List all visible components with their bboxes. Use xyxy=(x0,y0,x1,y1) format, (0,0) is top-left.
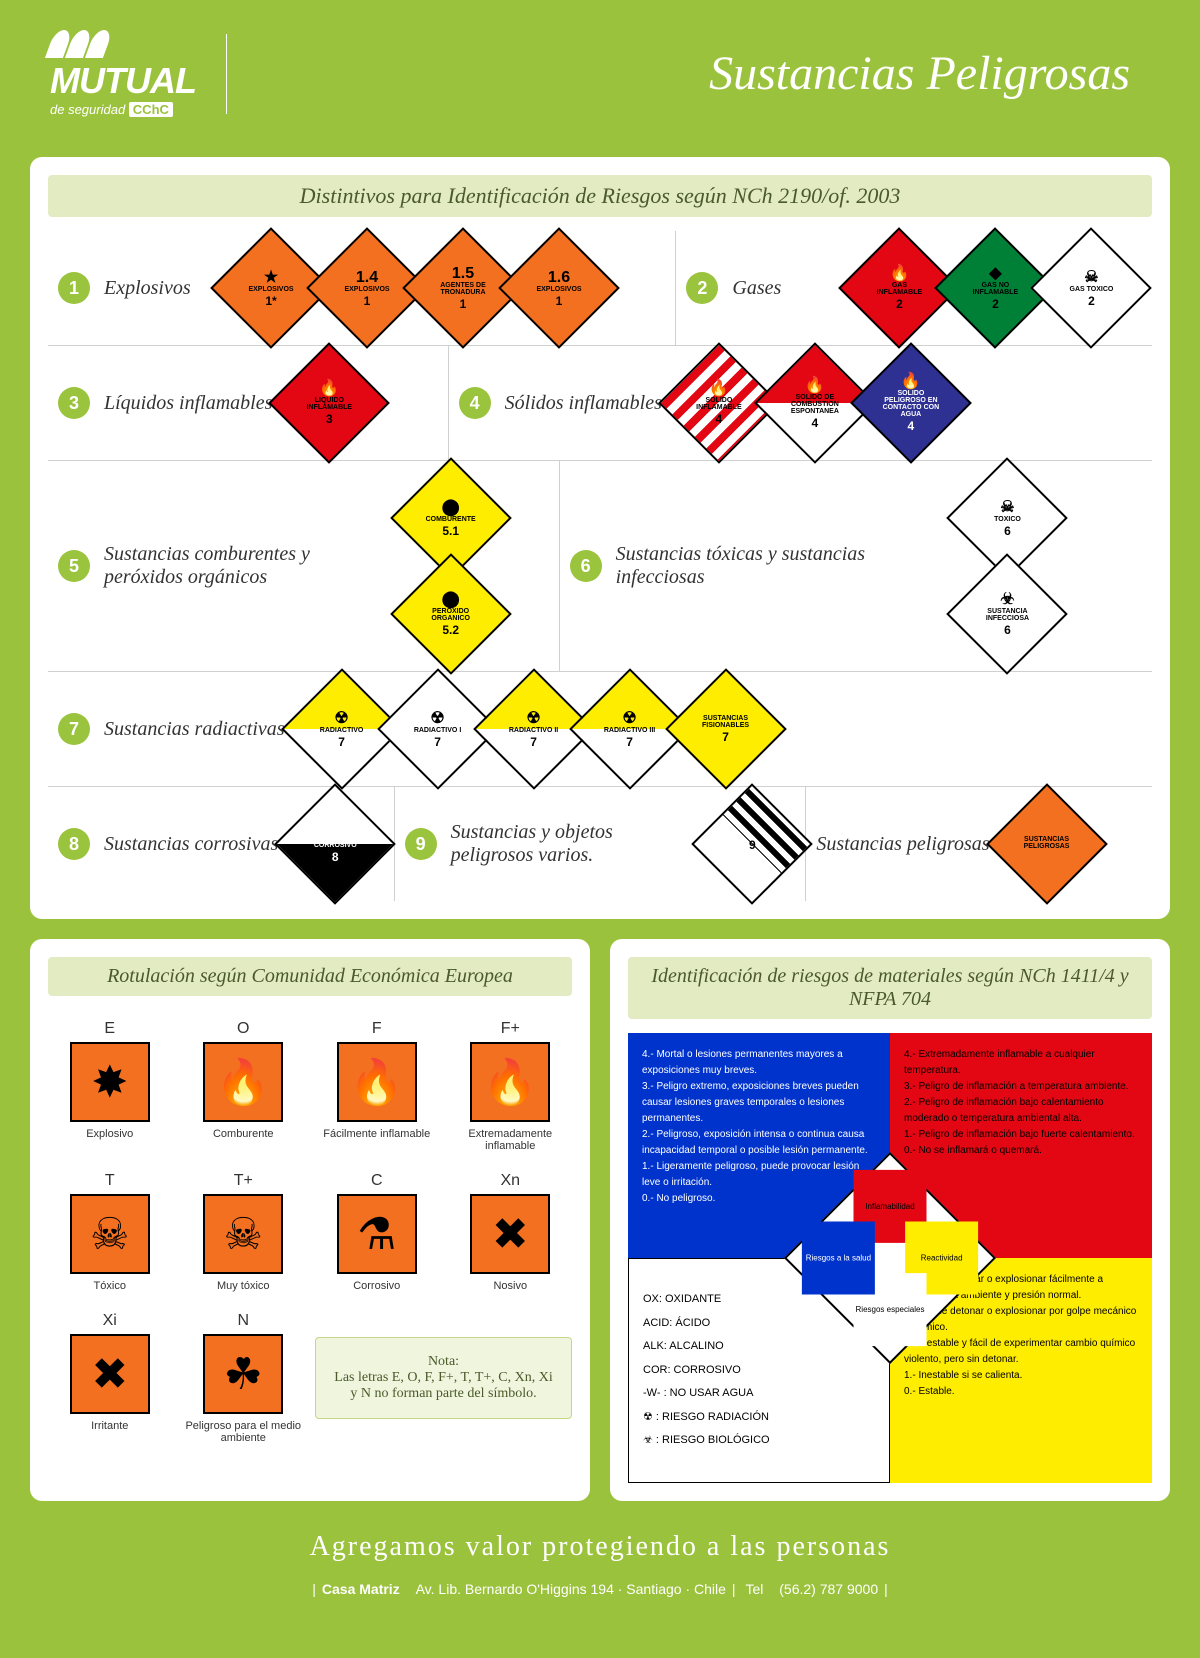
brand-name: MUTUAL xyxy=(50,60,196,102)
class-label: Sustancias y objetos peligrosos varios. xyxy=(451,821,696,867)
footer-address: Av. Lib. Bernardo O'Higgins 194 · Santia… xyxy=(410,1581,732,1597)
nfpa-center-health: Riesgos a la salud xyxy=(802,1222,875,1295)
nfpa-diagram: 4.- Mortal o lesiones permanentes mayore… xyxy=(628,1033,1152,1483)
class-cell: 5 Sustancias comburentes y peróxidos orgá… xyxy=(48,461,559,671)
header-divider xyxy=(226,34,227,114)
classes-grid: 1Explosivos★EXPLOSIVOS1*1.4EXPLOSIVOS11.… xyxy=(48,231,1152,901)
class-number-badge: 9 xyxy=(405,828,437,860)
hazard-placard: SUSTANCIAS PELIGROSAS xyxy=(1004,801,1090,887)
hazard-placard: ☢RADIACTIVO II7 xyxy=(491,686,577,772)
eu-symbol-item: O🔥Comburente xyxy=(182,1020,306,1152)
classes-panel: Distintivos para Identificación de Riesg… xyxy=(30,157,1170,919)
nfpa-panel: Identificación de riesgos de materiales … xyxy=(610,939,1170,1501)
eu-symbol-item: F🔥Fácilmente inflamable xyxy=(315,1020,439,1152)
tagline: Agregamos valor protegiendo a las person… xyxy=(0,1531,1200,1563)
class-cell: Sustancias peligrosas SUSTANCIAS PELIGROS… xyxy=(805,787,1152,901)
eu-symbol-item: F+🔥Extremadamente inflamable xyxy=(449,1020,573,1152)
class-label: Sustancias peligrosas xyxy=(816,833,989,856)
hazard-placard: 🔥LIQUIDO INFLAMABLE3 xyxy=(286,360,372,446)
hazard-placard: 🔥SOLIDO INFLAMABLE4 xyxy=(676,360,762,446)
hazard-placard: ★EXPLOSIVOS1* xyxy=(228,245,314,331)
page-title: Sustancias Peligrosas xyxy=(257,46,1150,101)
hazard-placard: 1.6EXPLOSIVOS1 xyxy=(516,245,602,331)
footer-tel-label: Tel xyxy=(739,1581,769,1597)
class-number-badge: 7 xyxy=(58,713,90,745)
hazard-placard: ☢RADIACTIVO III7 xyxy=(587,686,673,772)
hazard-placard: 1.5AGENTES DE TRONADURA1 xyxy=(420,245,506,331)
hazard-placard: ⚗CORROSIVO8 xyxy=(292,801,378,887)
logo: MUTUAL de seguridad CChC xyxy=(50,30,196,117)
eu-symbol-item: Xi✖Irritante xyxy=(48,1312,172,1444)
footer-label: Casa Matriz xyxy=(316,1581,406,1597)
hazard-placard: ☣SUSTANCIA INFECCIOSA6 xyxy=(964,571,1050,657)
nfpa-header: Identificación de riesgos de materiales … xyxy=(628,957,1152,1019)
hazard-placard: ⬤PEROXIDO ORGANICO5.2 xyxy=(408,571,494,657)
class-label: Sólidos inflamables xyxy=(505,392,662,415)
class-cell: 1Explosivos★EXPLOSIVOS1*1.4EXPLOSIVOS11.… xyxy=(48,231,675,345)
hazard-placard: ☢RADIACTIVO I7 xyxy=(395,686,481,772)
class-cell: 8 Sustancias corrosivas ⚗CORROSIVO8 xyxy=(48,787,394,901)
eu-symbol-item: N☘Peligroso para el medio ambiente xyxy=(182,1312,306,1444)
footer: |Casa Matriz Av. Lib. Bernardo O'Higgins… xyxy=(0,1581,1200,1597)
class-label: Sustancias tóxicas y sustancias infeccio… xyxy=(616,543,951,589)
eu-symbol-item: T+☠Muy tóxico xyxy=(182,1172,306,1292)
eu-note: Nota:Las letras E, O, F, F+, T, T+, C, X… xyxy=(315,1337,572,1419)
hazard-placard: 1.4EXPLOSIVOS1 xyxy=(324,245,410,331)
hazard-placard: 9 xyxy=(709,801,795,887)
class-number-badge: 3 xyxy=(58,387,90,419)
hazard-placard: ☢RADIACTIVO7 xyxy=(299,686,385,772)
class-label: Sustancias corrosivas xyxy=(104,833,278,856)
class-label: Líquidos inflamables xyxy=(104,392,272,415)
eu-grid: E✸ExplosivoO🔥ComburenteF🔥Fácilmente infl… xyxy=(48,1010,572,1454)
hazard-placard: ☠TOXICO6 xyxy=(964,475,1050,561)
class-number-badge: 8 xyxy=(58,828,90,860)
class-number-badge: 1 xyxy=(58,272,90,304)
brand-tag: CChC xyxy=(129,102,173,117)
class-number-badge: 5 xyxy=(58,550,90,582)
class-cell: 4Sólidos inflamables🔥SOLIDO INFLAMABLE4🔥… xyxy=(448,346,1152,460)
hazard-placard: 🔥GAS INFLAMABLE2 xyxy=(856,245,942,331)
hazard-placard: 🔥SOLIDO DE COMBUSTION ESPONTANEA4 xyxy=(772,360,858,446)
class-label: Explosivos xyxy=(104,277,214,300)
class-number-badge: 4 xyxy=(459,387,491,419)
hazard-placard: ⬤COMBURENTE5.1 xyxy=(408,475,494,561)
eu-symbol-item: Xn✖Nosivo xyxy=(449,1172,573,1292)
class-cell: 2 Gases 🔥GAS INFLAMABLE2◆GAS NO INFLAMABLE… xyxy=(675,231,1152,345)
class-number-badge: 2 xyxy=(686,272,718,304)
hazard-placard: SUSTANCIAS FISIONABLES7 xyxy=(683,686,769,772)
class-label: Sustancias radiactivas xyxy=(104,718,285,741)
class-cell: 9 Sustancias y objetos peligrosos varios.… xyxy=(394,787,806,901)
eu-symbol-item: E✸Explosivo xyxy=(48,1020,172,1152)
eu-symbol-item: C⚗Corrosivo xyxy=(315,1172,439,1292)
eu-header: Rotulación según Comunidad Económica Eur… xyxy=(48,957,572,996)
class-cell: 6 Sustancias tóxicas y sustancias infecci… xyxy=(559,461,1152,671)
header: MUTUAL de seguridad CChC Sustancias Peli… xyxy=(0,0,1200,137)
hazard-placard: 🔥SOLIDO PELIGROSO EN CONTACTO CON AGUA4 xyxy=(868,360,954,446)
footer-tel: (56.2) 787 9000 xyxy=(773,1581,884,1597)
classes-header: Distintivos para Identificación de Riesg… xyxy=(48,175,1152,217)
class-number-badge: 6 xyxy=(570,550,602,582)
class-label: Sustancias comburentes y peróxidos orgán… xyxy=(104,543,394,589)
class-label: Gases xyxy=(732,277,842,300)
brand-sub: de seguridad xyxy=(50,102,125,117)
hazard-placard: ☠GAS TOXICO2 xyxy=(1048,245,1134,331)
class-cell: 3 Líquidos inflamables 🔥LIQUIDO INFLAMABLE… xyxy=(48,346,448,460)
eu-panel: Rotulación según Comunidad Económica Eur… xyxy=(30,939,590,1501)
eu-symbol-item: T☠Tóxico xyxy=(48,1172,172,1292)
class-cell: 7Sustancias radiactivas☢RADIACTIVO7☢RADI… xyxy=(48,672,1152,786)
hazard-placard: ◆GAS NO INFLAMABLE2 xyxy=(952,245,1038,331)
